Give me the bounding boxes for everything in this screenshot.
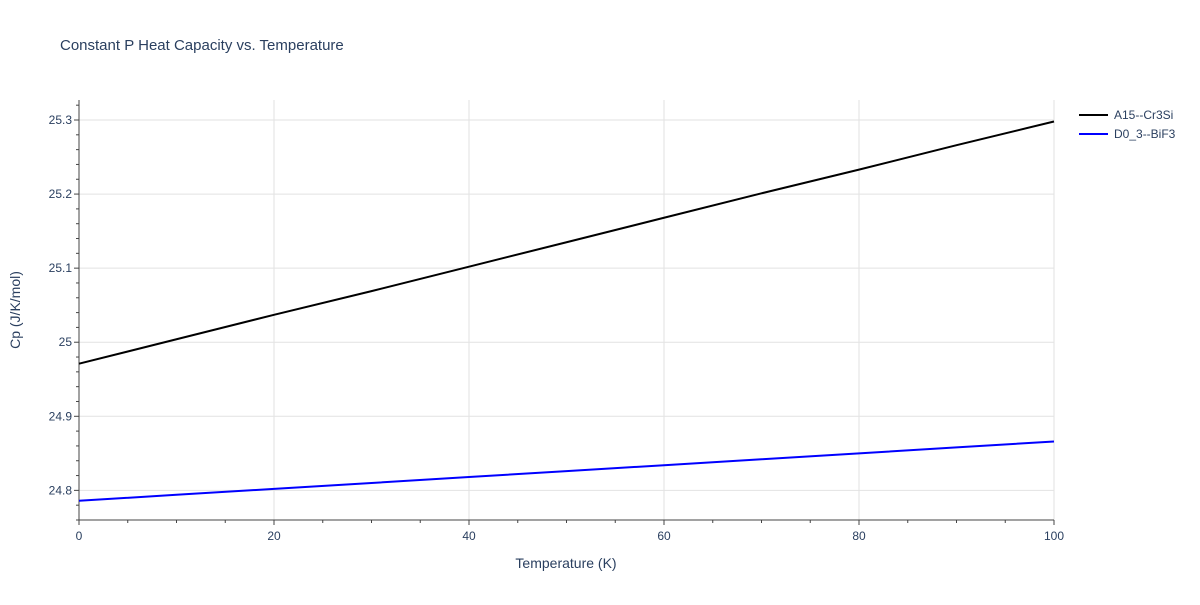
x-tick-label: 60 — [657, 529, 671, 543]
y-axis-title: Cp (J/K/mol) — [7, 271, 23, 349]
chart-title: Constant P Heat Capacity vs. Temperature — [60, 37, 344, 54]
labels-layer: Constant P Heat Capacity vs. Temperature… — [7, 37, 617, 571]
x-axis-title: Temperature (K) — [515, 555, 616, 571]
y-tick-label: 25.2 — [49, 187, 73, 201]
series-line-a15-cr3si — [78, 120, 1055, 365]
axes-layer — [78, 100, 1054, 521]
series-layer — [78, 120, 1055, 502]
y-tick-label: 24.8 — [49, 483, 73, 497]
x-tick-label: 40 — [462, 529, 476, 543]
legend-label: D0_3--BiF3 — [1114, 127, 1176, 141]
x-tick-label: 80 — [852, 529, 866, 543]
legend-item[interactable]: A15--Cr3Si — [1079, 108, 1173, 122]
grid-layer — [79, 100, 1055, 520]
x-tick-label: 0 — [76, 529, 83, 543]
legend-label: A15--Cr3Si — [1114, 108, 1173, 122]
legend: A15--Cr3Si D0_3--BiF3 — [1079, 108, 1176, 141]
ticks-layer: 0 20 40 60 80 100 24.8 24.9 25 25.1 25.2 25.3 — [49, 104, 1064, 543]
series-line-d0-3-bif3 — [78, 440, 1055, 502]
y-tick-label: 25.3 — [49, 113, 73, 127]
y-tick-label: 25 — [59, 335, 73, 349]
y-tick-label: 24.9 — [49, 409, 73, 423]
y-tick-label: 25.1 — [49, 261, 73, 275]
x-tick-label: 20 — [267, 529, 281, 543]
x-tick-label: 100 — [1044, 529, 1064, 543]
legend-item[interactable]: D0_3--BiF3 — [1079, 127, 1176, 141]
